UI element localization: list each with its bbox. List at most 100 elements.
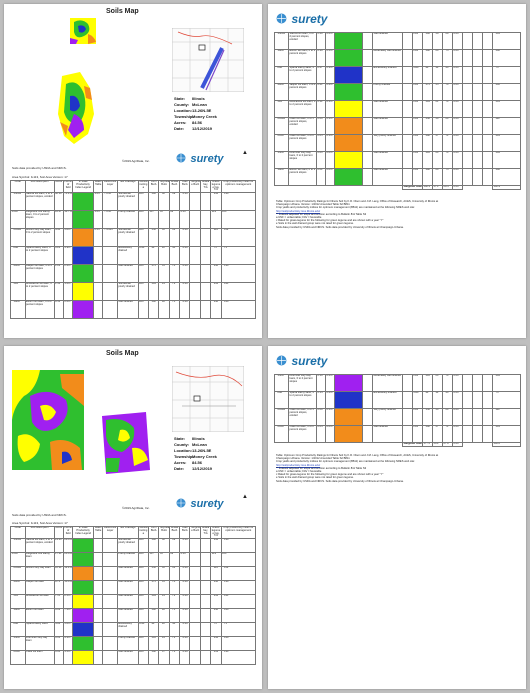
note-line: c Rated for grass-legume for the followi… xyxy=(276,473,384,477)
cell-soy: **57 xyxy=(432,134,443,152)
table-row[interactable]: **51A Muscatune silt loam, 0 to 2 percent… xyxy=(10,282,257,302)
table-row[interactable]: **51A Muscatune silt loam, 0 to 2 percent… xyxy=(274,100,521,118)
cell-sorg xyxy=(189,552,201,568)
table-row[interactable]: **440A Jasper silt loam, 0 to 2 percent s… xyxy=(274,83,521,101)
crop-productivity-index: **140 xyxy=(220,608,257,624)
productivity-color-swatch xyxy=(334,83,363,101)
table-row[interactable]: 151A Ridgeville fine sandy loam 17.21 20.4%… xyxy=(10,552,257,568)
cell-sorg xyxy=(189,192,201,212)
cell-corn: **175 xyxy=(147,580,160,596)
table-row[interactable]: **152A Drummer silty clay loam, 0 to 2 pe… xyxy=(274,151,521,169)
cell-wt xyxy=(92,300,104,320)
table-row[interactable]: **440A Jasper silt loam 8.74 10.3% Well drai… xyxy=(10,580,257,596)
empty-cell xyxy=(472,134,483,152)
table-row[interactable]: **663A Clare silt loam, 0 to 2 percent sl… xyxy=(274,134,521,152)
empty-cell xyxy=(462,66,473,84)
column-header: Soybeans Bu/A xyxy=(158,525,170,540)
table-row[interactable]: **663A Clare silt loam 3.00 3.5% Well draine… xyxy=(10,650,257,666)
table-row[interactable]: **440A Jasper silt loam, 0 to 2 percent s… xyxy=(10,264,257,284)
note-line: Crop yields and productivity indices for… xyxy=(276,460,415,464)
cell-grass: **112 xyxy=(210,566,222,582)
table-row[interactable]: **152A2 Sabina silt loam, 0 to 2 percent … xyxy=(10,192,257,212)
cell-wt xyxy=(92,246,104,266)
date-label: Date: xyxy=(174,466,185,471)
brand-name: surety xyxy=(190,153,224,165)
weighted-average-row: Weighted Average180.357.168.40.00 132.9 xyxy=(275,185,521,190)
map-parcel-west xyxy=(12,370,84,470)
cell-alf xyxy=(199,636,212,652)
table-row[interactable]: **198A Elburn silt loam, 0 to 2 percent s… xyxy=(274,168,521,186)
table-row[interactable]: **198A Elburn silt loam, 0 to 2 percent s… xyxy=(274,49,521,67)
locator-map[interactable] xyxy=(172,28,244,92)
cell-grass: **140 xyxy=(492,49,521,67)
report-page-1: Soils Map Soils data provided by USDA an… xyxy=(4,4,262,338)
cell-pct: 71.2% xyxy=(62,192,74,212)
source-link[interactable]: http://soilproductivity.nres.illinois.ed… xyxy=(276,209,321,213)
soil-map[interactable] xyxy=(44,14,124,164)
surety-logo: surety xyxy=(176,494,223,512)
crop-productivity-index: 123 xyxy=(220,210,257,230)
empty-cell xyxy=(462,100,473,118)
cell-corn: **192 xyxy=(147,608,160,624)
cell-oats: 0.00 xyxy=(452,425,463,443)
cell-acres: 0.03 xyxy=(316,151,326,169)
table-row[interactable]: **198A Elburn silt loam, 0 to 2 percent s… xyxy=(10,300,257,320)
table-row[interactable]: **88A Sparta loamy sand, 0 to 2 percent s… xyxy=(10,246,257,266)
empty-cell xyxy=(463,443,473,447)
cell-rl xyxy=(102,594,118,610)
table-header-row: Code Soil Description Acres Percent of fiel… xyxy=(10,179,257,194)
productivity-color-swatch xyxy=(72,566,94,582)
cell-corn: **190 xyxy=(147,192,160,212)
cell-sorg xyxy=(189,580,201,596)
table-row[interactable]: **152A2 Sabina silt loam, 0 to 2 percent … xyxy=(274,32,521,50)
empty-cell xyxy=(482,425,493,443)
cell-sr: FAV xyxy=(137,538,150,554)
cell-oats: **0.00 xyxy=(179,650,191,666)
cell-code: **198A xyxy=(10,608,26,624)
cell-grass: **141 xyxy=(210,594,222,610)
table-row[interactable]: **663B2 Clare silt loam, 2 to 5 percent s… xyxy=(274,408,521,426)
county-label: County: xyxy=(174,442,190,447)
location-marker xyxy=(198,44,206,51)
table-row[interactable]: **663B2 Milford silty clay loam, 0 to 2 p… xyxy=(10,228,257,248)
table-row[interactable]: 151A Ridgeville fine sandy loam, 0 to 2 p… xyxy=(10,210,257,230)
column-header: Alfalfa hay, T/A xyxy=(199,525,212,540)
table-row[interactable]: **152A2 Sabina silt loam, 0 to 2 percent … xyxy=(10,538,257,554)
table-row[interactable]: **88A Sparta loamy sand, 0 to 2 percent s… xyxy=(274,391,521,409)
note-line: Soils data provided by USDA and NRCS. So… xyxy=(276,225,404,229)
empty-cell xyxy=(462,425,473,443)
table-row[interactable]: **663A Clare silt loam, 0 to 2 percent sl… xyxy=(274,425,521,443)
cell-soy: **60 xyxy=(432,49,443,67)
table-row[interactable]: **88A Sparta loamy sand 4.88 5.8% Excessivel… xyxy=(10,622,257,638)
cell-oats: **0.00 xyxy=(179,282,191,302)
table-row[interactable]: **663B2 Milford silty clay loam 10.32 12.2%… xyxy=(10,566,257,582)
cell-sorg xyxy=(189,650,201,666)
cell-oats: **0.00 xyxy=(179,192,191,212)
soil-map[interactable] xyxy=(10,366,162,486)
cell-oats: 0.00 xyxy=(452,151,463,169)
cell-soy: 53 xyxy=(158,210,170,230)
cell-sr: UNF xyxy=(412,391,423,409)
source-link[interactable]: http://soilproductivity.nres.illinois.ed… xyxy=(276,463,321,467)
cell-soy: **60 xyxy=(432,168,443,186)
locator-map[interactable] xyxy=(172,366,244,432)
empty-cell xyxy=(335,443,363,447)
table-row[interactable]: **88A Sparta loamy sand, 0 to 2 percent s… xyxy=(274,66,521,84)
table-row[interactable]: **51A Muscatune silt loam 7.15 8.5% Well dra… xyxy=(10,594,257,610)
table-row[interactable]: **663B2 Clare silt loam, 2 to 5 percent s… xyxy=(274,117,521,135)
table-row[interactable]: **152A Drummer silty clay loam 3.61 4.3% Poo… xyxy=(10,636,257,652)
township-value: Money Creek xyxy=(192,114,217,119)
empty-cell xyxy=(483,186,493,190)
cell-oats: 0.00 xyxy=(452,168,463,186)
column-header: Acres xyxy=(53,525,64,540)
cell-acres: 1.36 xyxy=(53,282,64,302)
empty-cell xyxy=(472,374,483,392)
cell-desc: Elburn silt loam, 0 to 2 percent slopes xyxy=(24,300,55,320)
empty-cell xyxy=(482,49,493,67)
cell-code: 151A xyxy=(10,210,26,230)
cell-alf xyxy=(199,264,212,284)
cell-code: **88A xyxy=(274,391,289,409)
table-row[interactable]: **198A Elburn silt loam 6.02 7.1% Well drain… xyxy=(10,608,257,624)
cell-oats: **0.00 xyxy=(179,264,191,284)
table-row[interactable]: **152A Drummer silty clay loam, 0 to 2 pe… xyxy=(274,374,521,392)
